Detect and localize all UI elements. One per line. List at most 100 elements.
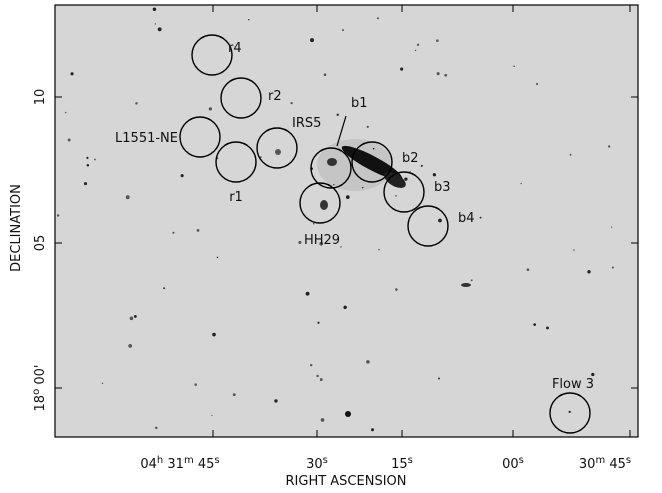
- x-tick-label-part: h: [157, 455, 163, 466]
- region-label: L1551-NE: [115, 131, 178, 146]
- x-tick-label: 15s: [391, 455, 413, 473]
- star: [438, 377, 440, 380]
- region-label: b4: [458, 211, 475, 226]
- star: [376, 17, 380, 20]
- star: [513, 65, 515, 68]
- star: [70, 72, 74, 76]
- star: [163, 287, 166, 290]
- star: [260, 156, 262, 158]
- star: [436, 39, 439, 42]
- star: [395, 195, 397, 197]
- star: [152, 7, 157, 12]
- star: [64, 111, 67, 114]
- star: [444, 73, 448, 77]
- star: [194, 383, 197, 386]
- star: [397, 182, 400, 185]
- star: [336, 113, 339, 116]
- star: [409, 170, 411, 173]
- x-tick-label-part: s: [214, 455, 219, 466]
- x-axis-title: RIGHT ASCENSION: [286, 474, 407, 489]
- star: [610, 226, 613, 228]
- star: [211, 414, 213, 417]
- star: [535, 82, 539, 86]
- region-circle: [179, 116, 221, 158]
- y-tick-label-part: 05: [33, 235, 48, 252]
- star: [232, 393, 236, 397]
- star: [395, 288, 398, 291]
- region-circle: [256, 127, 298, 169]
- x-tick-label-part: 04: [140, 457, 157, 472]
- region-label: IRS5: [292, 116, 321, 131]
- star: [101, 382, 104, 385]
- star: [290, 101, 293, 105]
- region-circle: [191, 34, 233, 76]
- y-tick-label-part: 10: [33, 89, 48, 106]
- x-tick-label: 30m 45s: [579, 455, 631, 473]
- y-tick-label: 10: [33, 89, 48, 106]
- star: [343, 305, 347, 310]
- star: [317, 321, 320, 324]
- star: [310, 38, 314, 43]
- star: [298, 240, 302, 244]
- region-label: b3: [434, 180, 451, 195]
- star: [309, 363, 313, 367]
- region-label: b1: [351, 96, 368, 111]
- region-circle: [351, 141, 393, 183]
- x-tick-label-part: 45: [194, 457, 215, 472]
- star: [371, 428, 374, 432]
- region-label: r2: [268, 89, 282, 104]
- star: [479, 216, 482, 219]
- star: [157, 27, 162, 32]
- star: [342, 29, 345, 32]
- x-tick-label-part: 31: [163, 457, 184, 472]
- region-label: b2: [402, 151, 419, 166]
- x-tick-label-part: 30: [306, 457, 323, 472]
- pointer-line: [336, 115, 347, 147]
- star: [313, 223, 315, 225]
- x-tick-label-part: 45: [605, 457, 626, 472]
- x-tick-label: 30s: [306, 455, 328, 473]
- y-tick-label: 05: [33, 235, 48, 252]
- x-tick-label-part: s: [626, 455, 631, 466]
- star: [546, 326, 549, 330]
- star: [125, 195, 130, 200]
- star: [83, 182, 88, 186]
- star: [180, 174, 184, 178]
- star: [316, 374, 319, 378]
- star: [86, 156, 89, 159]
- region-circle: [310, 147, 352, 189]
- star: [404, 177, 408, 181]
- star: [366, 360, 370, 364]
- star: [133, 314, 137, 318]
- star: [345, 195, 350, 199]
- star: [470, 279, 473, 282]
- x-tick-label-part: m: [184, 455, 194, 466]
- star: [67, 138, 71, 142]
- image-frame: [54, 4, 639, 438]
- star: [573, 249, 575, 251]
- star: [56, 214, 60, 217]
- region-circle: [407, 205, 449, 247]
- star: [414, 49, 417, 52]
- y-tick-label-part: 18: [33, 395, 48, 412]
- y-tick-label: 18o 00': [31, 365, 49, 412]
- star: [400, 67, 404, 71]
- star: [372, 147, 375, 150]
- star: [128, 344, 133, 348]
- star: [587, 270, 591, 274]
- region-label: r4: [228, 41, 242, 56]
- star: [520, 182, 522, 185]
- star: [323, 73, 327, 76]
- y-axis-title: DECLINATION: [9, 184, 24, 272]
- star: [135, 102, 138, 105]
- x-tick-label-part: s: [519, 455, 524, 466]
- star: [305, 291, 310, 296]
- region-circle: [549, 392, 591, 434]
- x-tick-label: 04h 31m 45s: [140, 455, 219, 473]
- star: [361, 186, 364, 189]
- star: [436, 72, 440, 76]
- star: [248, 19, 250, 21]
- region-label: r1: [229, 190, 243, 205]
- star: [533, 323, 536, 326]
